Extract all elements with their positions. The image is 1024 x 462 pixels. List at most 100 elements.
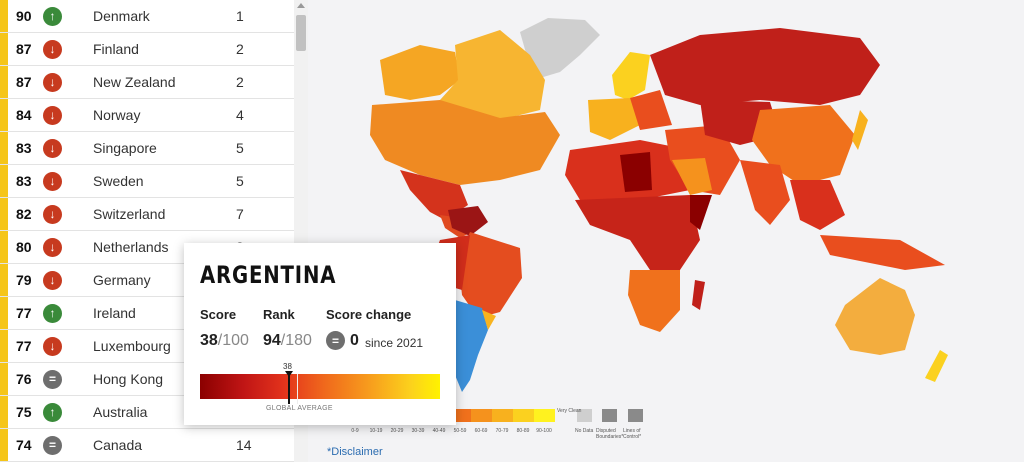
popup-change-label: Score change [326, 307, 412, 322]
popup-country-name: ARGENTINA [200, 261, 337, 289]
map-region-usa[interactable] [370, 100, 560, 185]
global-average-label: GLOBAL AVERAGE [266, 405, 333, 412]
scrollbar-thumb[interactable] [296, 15, 306, 51]
ranking-row[interactable]: 82 ↓ Switzerland 7 [0, 198, 294, 231]
map-region-india[interactable] [740, 160, 790, 225]
score-color-bar [0, 363, 8, 395]
score-color-bar [0, 396, 8, 428]
ranking-row[interactable]: 90 ↑ Denmark 1 [0, 0, 294, 33]
legend-no-data-swatch [577, 409, 592, 422]
legend-lines-of-control-swatch [628, 409, 643, 422]
ranking-row[interactable]: 77 ↑ Ireland [0, 297, 294, 330]
row-score: 83 [16, 173, 32, 189]
row-rank: 5 [236, 140, 244, 156]
row-country: Canada [93, 437, 143, 453]
ranking-list[interactable]: 90 ↑ Denmark 1 87 ↓ Finland 2 87 ↓ New Zealand 2 84 ↓… [0, 0, 308, 462]
row-score: 87 [16, 41, 32, 57]
map-region-central-africa[interactable] [575, 195, 700, 270]
legend-swatch [513, 409, 534, 422]
global-average-line [297, 374, 298, 404]
legend-range-label: 60-69 [475, 428, 488, 434]
row-score: 76 [16, 371, 32, 387]
map-region-venezuela[interactable] [448, 206, 488, 236]
row-country: Netherlands [93, 239, 169, 255]
map-region-indonesia[interactable] [820, 235, 945, 270]
score-marker-label: 38 [283, 362, 292, 371]
score-color-bar [0, 297, 8, 329]
score-color-bar [0, 33, 8, 65]
legend-no-data-label: No Data [575, 428, 594, 434]
map-region-brazil[interactable] [458, 232, 522, 318]
map-region-greenland[interactable] [520, 18, 600, 78]
ranking-row[interactable]: 77 ↓ Luxembourg [0, 330, 294, 363]
popup-change-value: 0 [350, 332, 359, 349]
map-region-western-europe[interactable] [588, 98, 640, 140]
row-score: 90 [16, 8, 32, 24]
map-region-canada[interactable] [440, 30, 545, 120]
ranking-row[interactable]: 83 ↓ Singapore 5 [0, 132, 294, 165]
score-color-bar [0, 330, 8, 362]
legend-range-label: 80-89 [517, 428, 530, 434]
legend-range-label: 90-100 [536, 428, 552, 434]
map-region-alaska[interactable] [380, 45, 460, 100]
legend-range-label: 10-19 [370, 428, 383, 434]
map-region-eastern-europe[interactable] [630, 90, 672, 130]
map-region-russia[interactable] [650, 28, 880, 105]
legend-swatch [492, 409, 513, 422]
ranking-row[interactable]: 87 ↓ Finland 2 [0, 33, 294, 66]
row-country: Finland [93, 41, 139, 57]
score-color-bar [0, 0, 8, 32]
map-region-scandinavia[interactable] [612, 52, 650, 100]
ranking-row[interactable]: 76 = Hong Kong [0, 363, 294, 396]
row-rank: 1 [236, 8, 244, 24]
map-region-mexico[interactable] [400, 170, 468, 220]
row-country: Sweden [93, 173, 144, 189]
disclaimer-link[interactable]: *Disclaimer [327, 446, 383, 458]
score-color-bar [0, 66, 8, 98]
map-region-southeast-asia[interactable] [790, 180, 845, 230]
ranking-row[interactable]: 75 ↑ Australia [0, 396, 294, 429]
map-region-madagascar[interactable] [692, 280, 705, 310]
map-region-new-zealand[interactable] [925, 350, 948, 382]
score-marker-line [288, 374, 290, 404]
row-score: 77 [16, 305, 32, 321]
no-change-icon: = [326, 331, 345, 350]
score-color-bar [0, 132, 8, 164]
ranking-row[interactable]: 87 ↓ New Zealand 2 [0, 66, 294, 99]
world-map[interactable]: 0-9 10-19 20-29 30-39 40-49 50-59 60-69 70-79 80… [308, 0, 1024, 462]
row-score: 83 [16, 140, 32, 156]
legend-range-label: 40-49 [433, 428, 446, 434]
map-region-argentina[interactable] [452, 300, 488, 392]
row-country: Ireland [93, 305, 136, 321]
row-country: Hong Kong [93, 371, 164, 387]
ranking-row[interactable]: 84 ↓ Norway 4 [0, 99, 294, 132]
popup-score-label: Score [200, 307, 237, 322]
score-color-bar [0, 165, 8, 197]
legend-range-label: 0-9 [351, 428, 358, 434]
arrow-down-icon: ↓ [43, 138, 62, 158]
row-score: 82 [16, 206, 32, 222]
map-region-somalia[interactable] [690, 195, 712, 230]
row-country: Luxembourg [93, 338, 171, 354]
arrow-up-icon: ↑ [43, 6, 62, 26]
ranking-row[interactable]: 74 = Canada 14 [0, 429, 294, 462]
map-region-uruguay[interactable] [482, 310, 496, 330]
row-country: Norway [93, 107, 141, 123]
score-color-bar [0, 99, 8, 131]
map-region-saudi-arabia[interactable] [672, 158, 712, 195]
ranking-row[interactable]: 79 ↓ Germany [0, 264, 294, 297]
popup-change-since: since 2021 [365, 336, 424, 350]
row-country: Denmark [93, 8, 150, 24]
row-country: Australia [93, 404, 148, 420]
scroll-up-arrow-icon[interactable] [297, 3, 305, 8]
row-country: Singapore [93, 140, 157, 156]
legend-range-label: 50-59 [454, 428, 467, 434]
map-region-japan[interactable] [852, 110, 868, 150]
map-region-libya[interactable] [620, 152, 652, 192]
arrow-down-icon: ↓ [43, 39, 62, 59]
row-rank: 7 [236, 206, 244, 222]
map-region-australia[interactable] [835, 278, 915, 355]
ranking-row[interactable]: 83 ↓ Sweden 5 [0, 165, 294, 198]
map-region-southern-africa[interactable] [628, 270, 680, 332]
